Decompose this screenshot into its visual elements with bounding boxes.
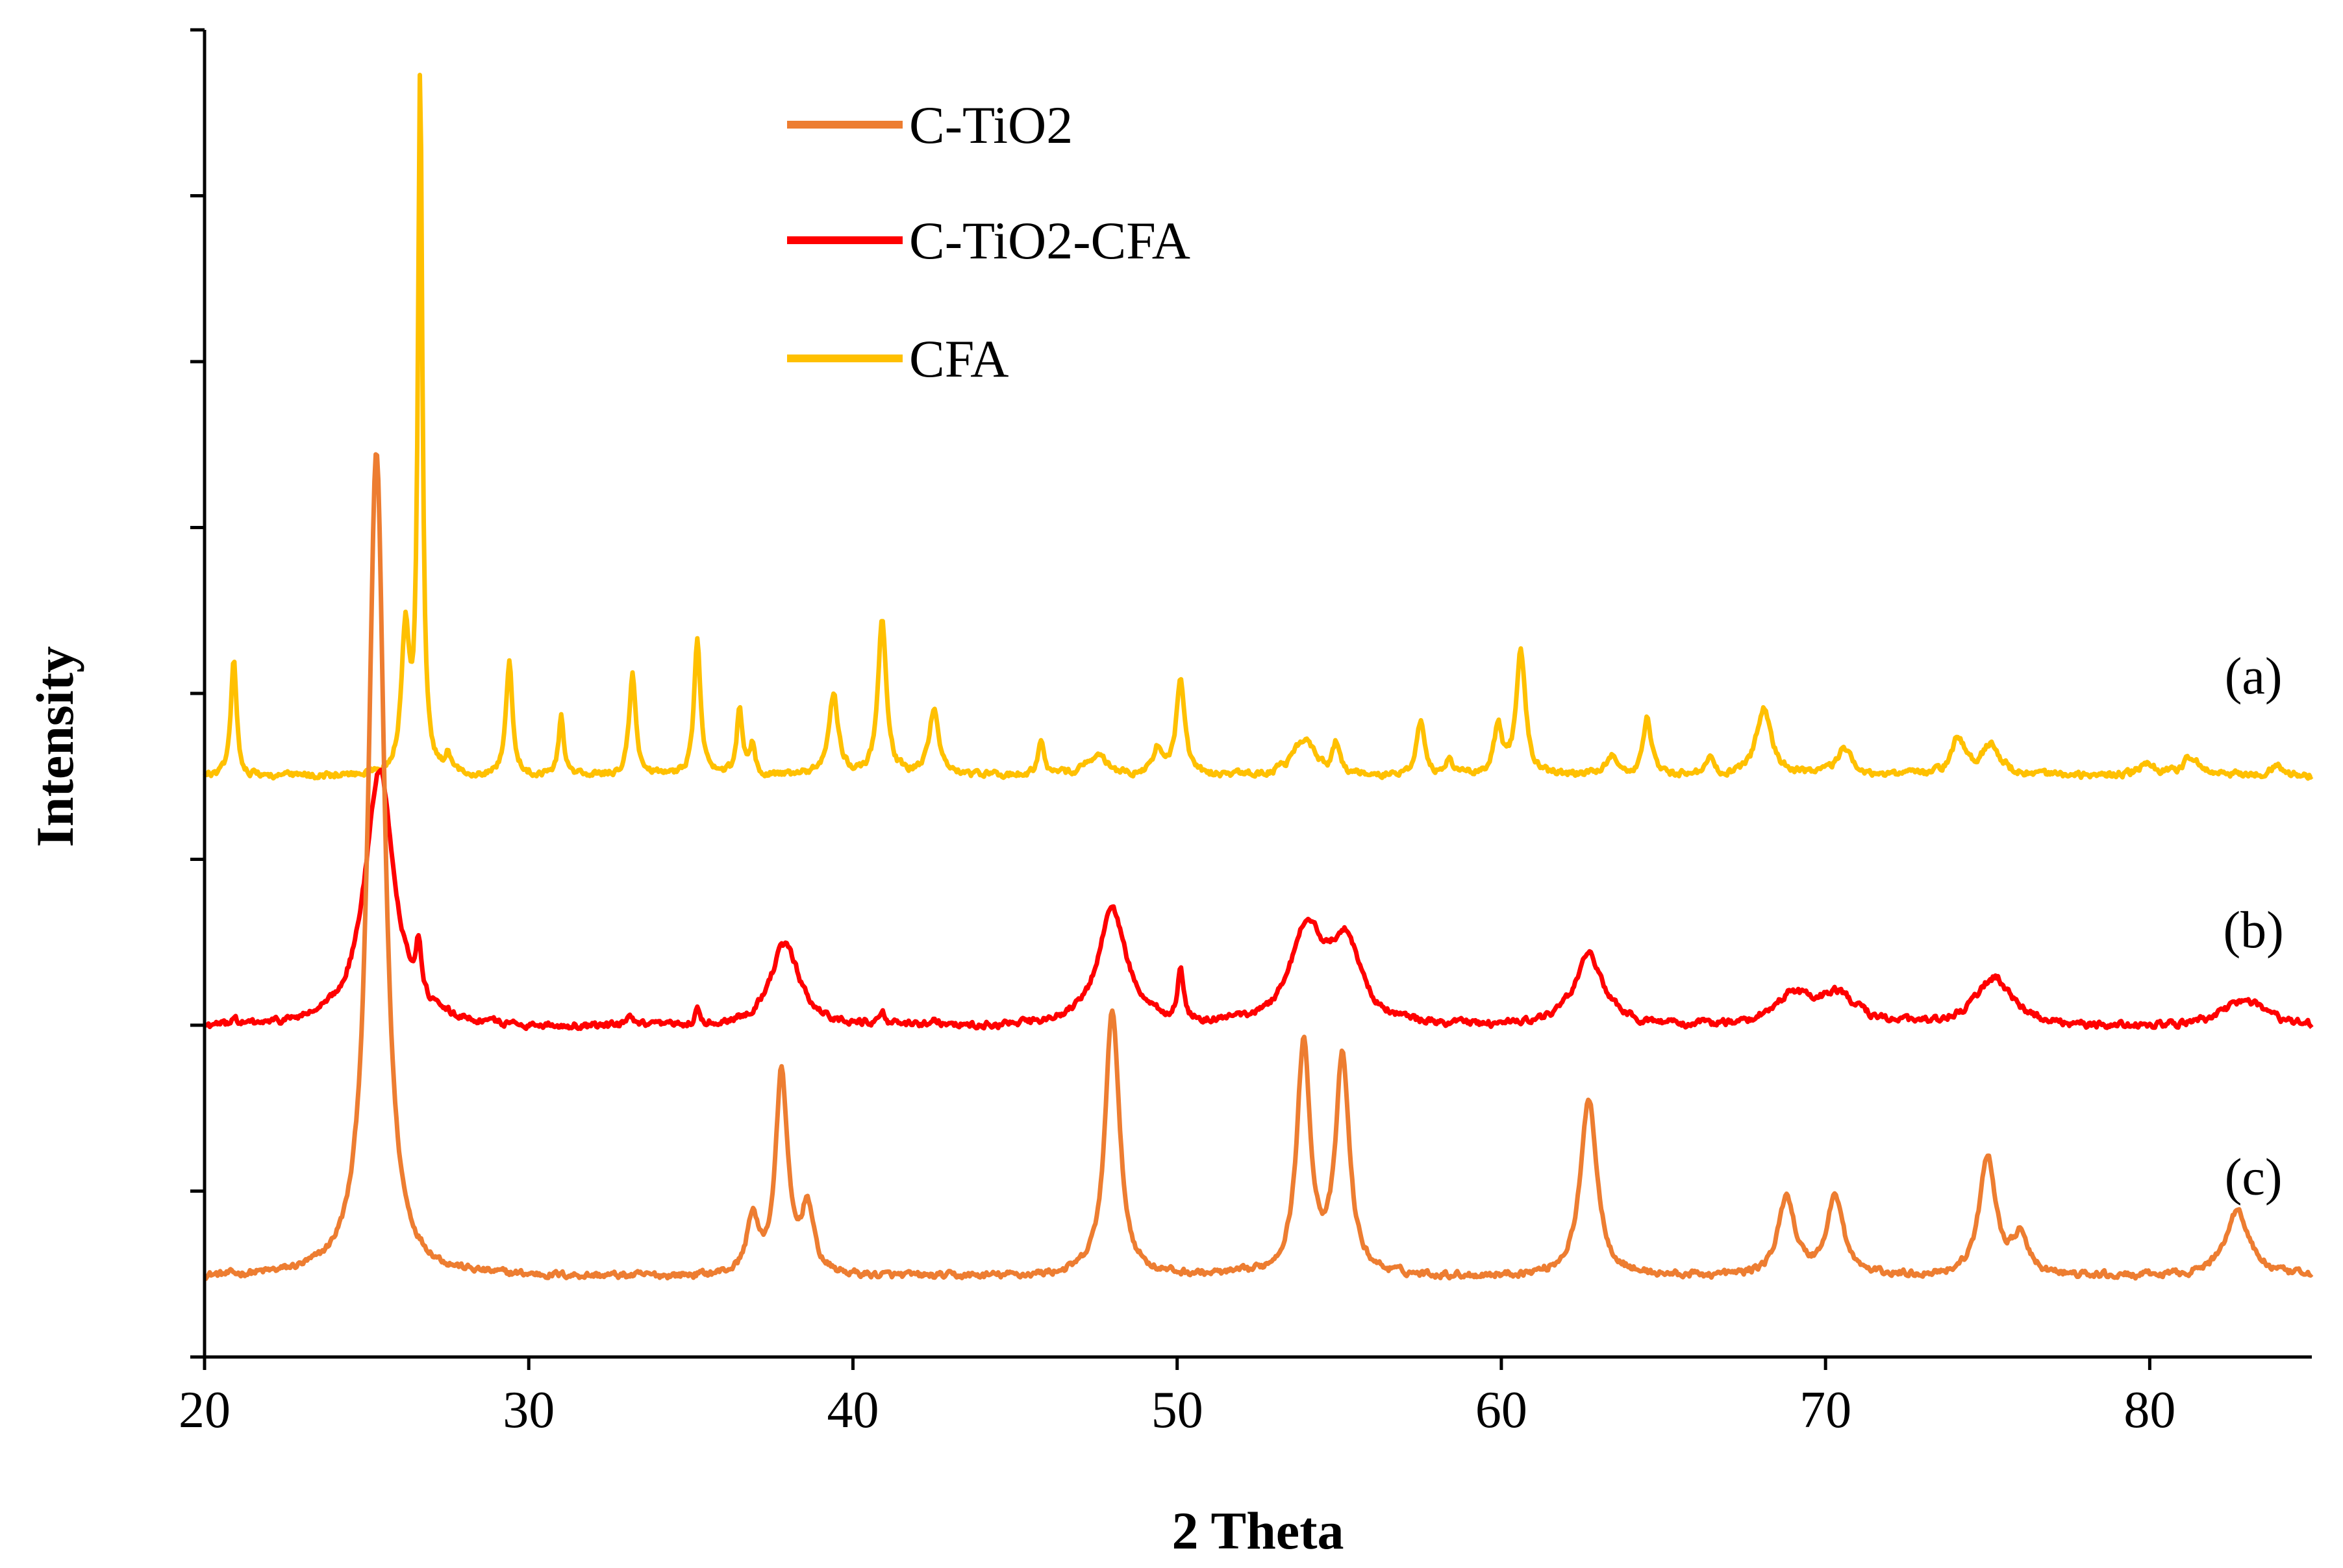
annotation-c: (c)	[2225, 1149, 2283, 1206]
x-axis-title: 2 Theta	[1172, 1501, 1344, 1560]
legend: C-TiO2 C-TiO2-CFA CFA	[787, 95, 1190, 388]
legend-label-c-tio2-cfa: C-TiO2-CFA	[909, 211, 1190, 270]
series-line-c-tio2-cfa	[203, 767, 2314, 1031]
series-line-c-tio2	[203, 452, 2314, 1281]
legend-label-cfa: CFA	[909, 329, 1009, 388]
x-tick-label: 80	[2124, 1382, 2175, 1439]
annotation-a: (a)	[2225, 648, 2283, 705]
x-tick-label: 20	[179, 1382, 231, 1439]
x-tick-label: 50	[1151, 1382, 1203, 1439]
x-tick-label: 30	[503, 1382, 555, 1439]
x-tick-label: 70	[1799, 1382, 1851, 1439]
annotation-b: (b)	[2223, 902, 2283, 959]
legend-label-c-tio2: C-TiO2	[909, 95, 1073, 155]
y-axis-title: Intensity	[25, 646, 84, 847]
series-line-cfa	[203, 73, 2314, 781]
x-tick-label: 60	[1475, 1382, 1527, 1439]
x-tick-label: 40	[827, 1382, 879, 1439]
